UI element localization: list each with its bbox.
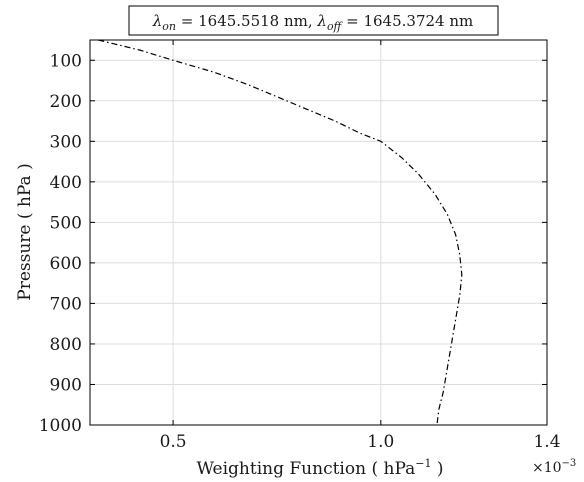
series-layer (98, 39, 463, 426)
plot-frame (89, 39, 548, 426)
title-box (128, 5, 499, 36)
x-tick-label: 1.4 (533, 432, 560, 452)
grid-layer (90, 40, 547, 425)
y-tick-label: 200 (50, 92, 82, 112)
y-tick-label: 300 (50, 132, 82, 152)
x-axis-label-text: Weighting Function ( hPa (196, 459, 415, 479)
title-text: λon = 1645.5518 nm, λoff = 1645.3724 nm (152, 12, 473, 33)
y-tick-label: 900 (50, 375, 82, 395)
title-lambda-on-value: = 1645.5518 nm, (176, 12, 317, 30)
x-axis-label-sup: −1 (415, 457, 431, 470)
chart-title: λon = 1645.5518 nm, λoff = 1645.3724 nm (128, 5, 499, 36)
title-lambda-off-sub: off (327, 20, 344, 33)
x-multiplier-base: ×10 (532, 460, 562, 476)
x-axis-multiplier: ×10−3 (532, 458, 576, 476)
y-tick-label: 700 (50, 294, 82, 314)
y-tick-label: 100 (50, 51, 82, 71)
title-lambda-on: λ (152, 12, 163, 30)
x-multiplier-exp: −3 (562, 458, 577, 469)
x-axis-label: Weighting Function ( hPa−1 ) (196, 457, 443, 479)
y-tick-label: 400 (50, 173, 82, 193)
x-tick-label: 0.5 (160, 432, 187, 452)
x-tick-label: 1.0 (367, 432, 394, 452)
y-tick-label: 800 (50, 335, 82, 355)
y-tick-label: 600 (50, 254, 82, 274)
tick-layer: 100 200 300 400 500 600 700 800 900 1000 0.5 1.0 1.4 (39, 40, 561, 452)
y-axis-label: Pressure ( hPa ) (15, 163, 35, 300)
x-axis-label-close: ) (431, 459, 443, 479)
y-tick-label: 1000 (39, 416, 82, 436)
series-line (98, 39, 463, 426)
title-lambda-off-value: = 1645.3724 nm (341, 12, 473, 30)
title-lambda-off: λ (316, 12, 327, 30)
y-tick-label: 500 (50, 213, 82, 233)
title-lambda-on-sub: on (162, 20, 176, 33)
